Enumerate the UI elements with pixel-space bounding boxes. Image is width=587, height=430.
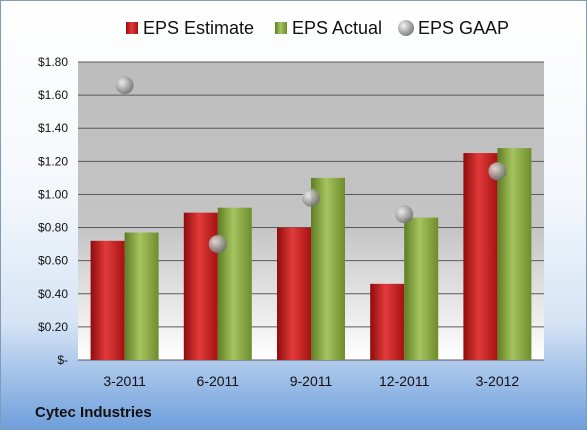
- bar-eps-estimate: [90, 240, 125, 360]
- legend: EPS Estimate EPS Actual EPS GAAP: [126, 18, 509, 38]
- x-category-label: 6-2011: [197, 373, 240, 389]
- y-tick-label: $-: [57, 353, 68, 367]
- marker-eps-gaap: [208, 235, 227, 254]
- marker-eps-gaap: [488, 162, 507, 181]
- bar-eps-estimate: [183, 212, 218, 360]
- legend-label-gaap: EPS GAAP: [418, 18, 509, 38]
- legend-swatch-estimate: [126, 22, 138, 34]
- y-tick-label: $0.40: [38, 287, 68, 301]
- bar-eps-estimate: [370, 283, 405, 360]
- y-axis-ticks: $- $0.20 $0.40 $0.60 $0.80 $1.00 $1.20 $1.40 $1.…: [38, 55, 68, 367]
- legend-label-actual: EPS Actual: [292, 18, 382, 38]
- y-tick-label: $1.40: [38, 121, 68, 135]
- y-tick-label: $0.80: [38, 221, 68, 235]
- legend-label-estimate: EPS Estimate: [143, 18, 254, 38]
- x-category-label: 3-2012: [476, 373, 520, 389]
- bar-eps-estimate: [463, 153, 498, 360]
- bar-eps-actual: [124, 232, 159, 360]
- x-category-label: 9-2011: [290, 373, 333, 389]
- y-tick-label: $1.20: [38, 154, 68, 168]
- x-axis-categories: 3-2011 6-2011 9-2011 12-2011 3-2012: [103, 373, 519, 389]
- bars: [90, 148, 532, 360]
- y-tick-label: $0.60: [38, 254, 68, 268]
- marker-eps-gaap: [115, 76, 134, 95]
- bar-eps-actual: [497, 148, 532, 360]
- bar-eps-actual: [404, 217, 439, 360]
- marker-eps-gaap: [395, 205, 414, 224]
- legend-swatch-gaap: [398, 20, 414, 36]
- bar-eps-actual: [217, 207, 252, 360]
- bar-eps-estimate: [277, 227, 311, 360]
- legend-swatch-actual: [275, 22, 287, 34]
- x-category-label: 12-2011: [379, 373, 430, 389]
- company-name: Cytec Industries: [35, 404, 152, 421]
- x-category-label: 3-2011: [103, 373, 146, 389]
- marker-eps-gaap: [302, 188, 320, 207]
- bar-eps-actual: [311, 177, 345, 360]
- y-tick-label: $1.80: [38, 55, 68, 69]
- y-tick-label: $1.00: [38, 187, 68, 201]
- y-tick-label: $1.60: [38, 88, 68, 102]
- gaap-markers: [115, 76, 507, 254]
- y-tick-label: $0.20: [38, 320, 68, 334]
